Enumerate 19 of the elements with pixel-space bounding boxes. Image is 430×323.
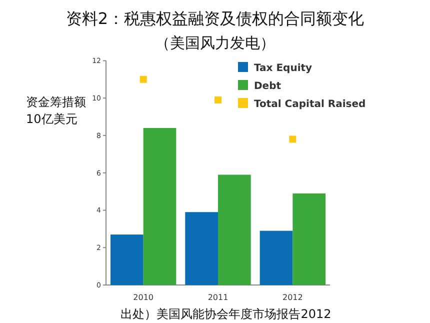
bar (260, 230, 293, 285)
bar (218, 174, 251, 285)
point (289, 136, 296, 143)
chart-title: 资料2：税惠权益融资及债权的合同额变化 (66, 9, 364, 28)
bar (185, 212, 218, 285)
point (214, 96, 222, 104)
point (140, 76, 147, 83)
chart-subtitle: （美国风力发电） (155, 34, 275, 52)
x-tick-label: 2010 (133, 293, 154, 302)
text: 出处）美国风能协会年度市场报告2012 (120, 307, 332, 321)
legend-label: Total Capital Raised (254, 99, 366, 110)
x-tick-label: 2012 (282, 293, 303, 302)
bar (292, 193, 326, 285)
legend-label: Tax Equity (254, 63, 313, 74)
x-tick-label: 2011 (208, 293, 228, 302)
bar (110, 234, 144, 285)
y-axis-title: 资金筹措额 10亿美元 (26, 95, 86, 126)
bar (143, 128, 176, 285)
legend-label: Debt (254, 81, 282, 92)
